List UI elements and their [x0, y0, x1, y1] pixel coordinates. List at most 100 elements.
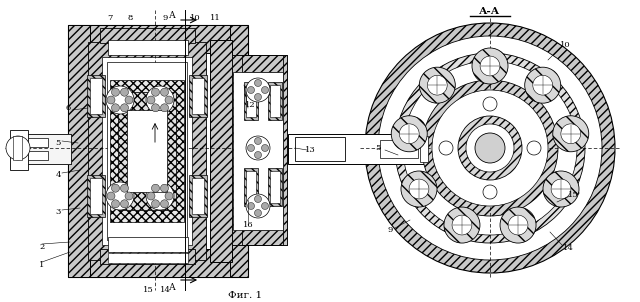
Circle shape [120, 200, 129, 208]
Circle shape [125, 192, 133, 200]
Bar [233, 72, 283, 230]
Text: 2: 2 [40, 243, 45, 251]
Bar [192, 178, 204, 214]
Circle shape [165, 96, 173, 104]
Text: А-А: А-А [479, 8, 500, 17]
Circle shape [561, 124, 580, 144]
Text: 15': 15' [568, 191, 582, 199]
Bar [85, 25, 230, 53]
Circle shape [111, 184, 120, 192]
Bar [102, 57, 192, 245]
Bar [246, 171, 256, 203]
Bar [270, 171, 280, 203]
Bar [23, 134, 71, 164]
Circle shape [161, 184, 168, 192]
Bar [268, 82, 282, 120]
Circle shape [120, 88, 129, 96]
Circle shape [409, 179, 429, 199]
Bar [189, 75, 207, 117]
Circle shape [146, 182, 174, 210]
Text: 14: 14 [159, 286, 170, 294]
Circle shape [472, 48, 508, 84]
Circle shape [527, 141, 541, 155]
Bar [100, 28, 195, 43]
Bar [23, 134, 71, 164]
Circle shape [152, 88, 159, 96]
Bar [189, 175, 207, 217]
Text: А: А [168, 11, 175, 20]
Bar [68, 25, 248, 277]
Bar [420, 136, 428, 162]
Text: 3: 3 [55, 208, 61, 216]
Circle shape [248, 144, 255, 152]
Circle shape [107, 192, 115, 200]
Circle shape [553, 116, 589, 152]
Text: 1: 1 [39, 261, 45, 269]
Circle shape [152, 184, 159, 192]
Circle shape [161, 104, 168, 112]
Circle shape [152, 200, 159, 208]
Text: 12: 12 [244, 101, 255, 109]
Text: 8: 8 [127, 14, 132, 22]
Circle shape [146, 86, 174, 114]
Circle shape [120, 104, 129, 112]
Bar [85, 249, 230, 277]
Circle shape [262, 203, 269, 210]
Circle shape [246, 78, 270, 102]
Bar [192, 78, 204, 114]
Bar [87, 75, 105, 117]
Bar [244, 82, 258, 120]
Text: Фиг. 1: Фиг. 1 [228, 291, 262, 300]
Circle shape [508, 215, 528, 235]
Text: 11: 11 [210, 14, 220, 22]
Bar [10, 130, 28, 170]
Circle shape [106, 182, 134, 210]
Circle shape [452, 215, 472, 235]
Bar [108, 253, 188, 263]
Text: 9: 9 [163, 14, 168, 22]
Circle shape [111, 200, 120, 208]
Text: 5: 5 [375, 144, 381, 152]
Text: 6: 6 [65, 104, 70, 112]
Circle shape [365, 23, 615, 273]
Circle shape [107, 96, 115, 104]
Bar [268, 168, 282, 206]
Bar [100, 249, 195, 264]
Bar [118, 92, 176, 210]
Circle shape [422, 80, 558, 216]
Circle shape [161, 200, 168, 208]
Text: 15: 15 [143, 286, 154, 294]
Circle shape [439, 141, 453, 155]
Bar [232, 55, 287, 245]
Circle shape [255, 210, 262, 217]
Circle shape [248, 86, 255, 94]
Circle shape [255, 195, 262, 203]
Circle shape [147, 192, 155, 200]
Circle shape [483, 97, 497, 111]
Bar [28, 138, 48, 147]
Circle shape [262, 86, 269, 94]
Text: 14: 14 [563, 244, 573, 252]
Bar [28, 151, 48, 160]
Text: 4: 4 [55, 171, 61, 179]
Circle shape [248, 203, 255, 210]
Text: 5: 5 [55, 139, 61, 147]
Circle shape [246, 194, 270, 218]
Circle shape [262, 144, 269, 152]
Text: 7: 7 [108, 14, 113, 22]
Bar [210, 40, 232, 262]
Text: 16: 16 [243, 221, 253, 229]
Circle shape [432, 90, 548, 206]
Circle shape [419, 67, 455, 103]
Bar [288, 134, 428, 164]
Bar [88, 42, 206, 260]
Circle shape [255, 94, 262, 101]
Bar [68, 25, 90, 277]
Text: 10: 10 [560, 41, 570, 49]
Bar [232, 55, 242, 245]
Circle shape [378, 36, 602, 260]
Circle shape [401, 171, 437, 207]
Bar [110, 80, 184, 222]
Bar [118, 92, 176, 210]
Bar [13, 136, 22, 160]
